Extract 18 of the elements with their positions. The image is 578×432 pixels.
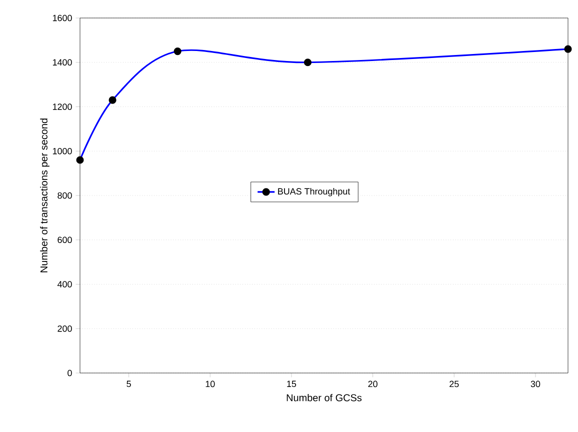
- y-tick-label: 0: [68, 370, 72, 376]
- legend-label: BUAS Throughput: [278, 188, 350, 196]
- y-tick-label: 600: [58, 236, 72, 244]
- y-tick-label: 1200: [52, 104, 72, 110]
- y-tick-label: 200: [58, 325, 72, 332]
- y-tick-label: 1000: [52, 148, 72, 154]
- y-tick-label: 800: [58, 192, 72, 199]
- y-tick-label: 1400: [52, 59, 72, 66]
- y-tick-label: 400: [57, 281, 72, 288]
- x-tick-label: 10: [206, 380, 215, 388]
- y-tick-label: 1600: [52, 14, 72, 22]
- x-tick-label: 20: [368, 380, 378, 388]
- y-axis-title: Number of transactions per second: [40, 118, 50, 272]
- x-tick-label: 15: [287, 380, 296, 388]
- x-tick-label: 25: [450, 380, 459, 388]
- x-axis-title: Number of GCSs: [286, 394, 362, 402]
- x-tick-label: 5: [126, 380, 131, 388]
- x-tick-label: 30: [530, 380, 540, 388]
